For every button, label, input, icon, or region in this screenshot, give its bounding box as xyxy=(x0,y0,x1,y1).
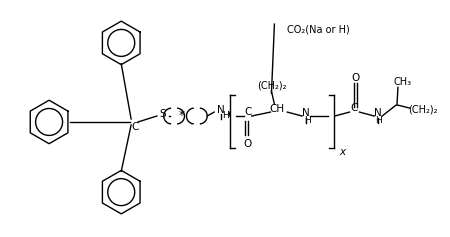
Text: CH: CH xyxy=(270,104,285,114)
Text: (CH₂)₂: (CH₂)₂ xyxy=(408,104,437,114)
Text: C: C xyxy=(244,107,252,117)
Text: N: N xyxy=(217,105,225,115)
Text: S: S xyxy=(159,109,166,119)
Text: N: N xyxy=(302,108,310,118)
Text: H: H xyxy=(223,110,230,119)
Text: CO₂(Na or H): CO₂(Na or H) xyxy=(287,24,350,34)
Text: C: C xyxy=(131,122,139,132)
Text: O: O xyxy=(243,139,252,149)
Text: x: x xyxy=(340,147,346,157)
Text: (CH₂)₂: (CH₂)₂ xyxy=(256,80,286,90)
Text: *: * xyxy=(179,109,184,122)
Text: O: O xyxy=(351,73,360,83)
Text: H: H xyxy=(375,116,382,125)
Text: C: C xyxy=(351,103,358,113)
Text: CH₃: CH₃ xyxy=(394,77,412,87)
Text: H: H xyxy=(304,116,310,125)
Text: N: N xyxy=(374,108,382,118)
